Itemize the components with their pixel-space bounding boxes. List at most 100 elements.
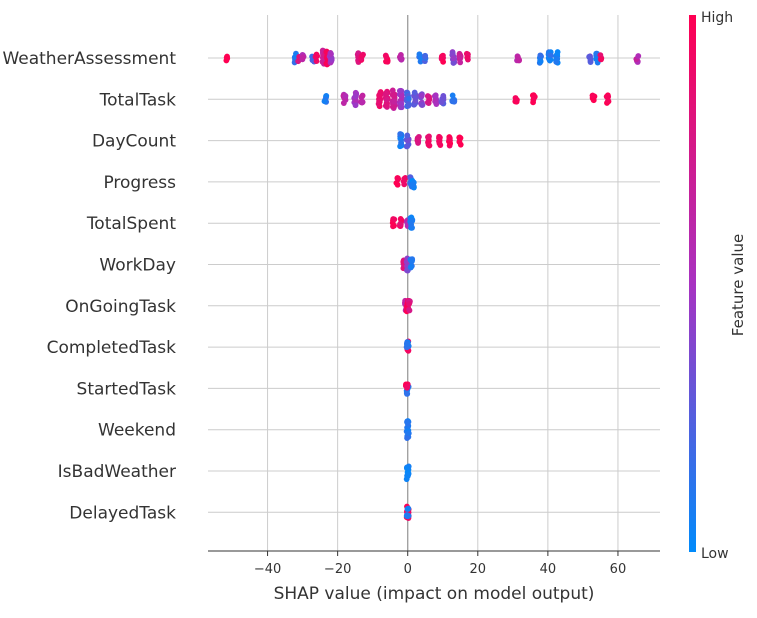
shap-point (406, 307, 413, 314)
shap-point (450, 55, 457, 62)
shap-point (554, 51, 561, 58)
shap-point (313, 58, 320, 65)
shap-point (424, 93, 431, 99)
x-axis-label: SHAP value (impact on model output) (274, 584, 595, 604)
shap-point (359, 52, 366, 59)
shap-point (554, 55, 560, 62)
shap-point (457, 141, 464, 148)
shap-point (440, 58, 447, 65)
shap-point (405, 102, 412, 109)
shap-point (598, 56, 604, 63)
shap-point (400, 178, 407, 185)
shap-point (404, 465, 410, 472)
shap-point (376, 92, 383, 99)
shap-point (404, 341, 410, 348)
shap-point (398, 55, 405, 62)
shap-point (531, 95, 537, 102)
shap-point (397, 131, 404, 137)
feature-labels: WeatherAssessment TotalTask DayCount Progre… (2, 49, 176, 523)
shap-point (408, 258, 415, 265)
shap-point (410, 182, 416, 189)
shap-point (419, 102, 426, 108)
shap-point (352, 102, 359, 109)
feature-label: IsBadWeather (58, 462, 176, 482)
colorbar: High Low Feature value (689, 10, 747, 562)
shap-point (383, 53, 390, 60)
shap-point (415, 137, 421, 143)
shap-point (404, 435, 410, 441)
shap-point (396, 87, 403, 94)
shap-point (421, 53, 428, 60)
shap-point (586, 53, 593, 60)
shap-point (390, 104, 397, 110)
shap-point (418, 92, 425, 99)
x-tick-label: −20 (324, 562, 351, 577)
shap-point (404, 391, 410, 397)
shap-point (547, 57, 553, 64)
shap-point (589, 92, 596, 99)
feature-label: WorkDay (99, 256, 176, 276)
shap-point (404, 419, 410, 426)
x-tick-label: −40 (254, 562, 281, 577)
shap-point (587, 59, 594, 66)
feature-label: WeatherAssessment (2, 49, 176, 69)
x-tick-label: 0 (404, 562, 412, 577)
shap-point (438, 53, 445, 60)
shap-point (456, 134, 463, 141)
shap-point (425, 141, 432, 148)
shap-point (515, 54, 521, 60)
shap-point (391, 91, 398, 98)
shap-point (547, 52, 554, 59)
shap-point (224, 53, 230, 60)
shap-point (440, 93, 447, 99)
feature-label: CompletedTask (47, 338, 177, 358)
feature-label: DelayedTask (69, 503, 176, 523)
shap-point (342, 93, 349, 99)
shap-point (405, 137, 411, 144)
shap-point (406, 301, 412, 307)
shap-point (433, 101, 440, 107)
shap-point (446, 136, 453, 143)
shap-point (359, 93, 366, 99)
colorbar-gradient (689, 15, 696, 552)
shap-point (411, 89, 418, 96)
shap-point (436, 140, 443, 147)
feature-label: Progress (103, 173, 176, 193)
shap-point (404, 383, 411, 390)
shap-point (313, 51, 320, 58)
shap-point (537, 58, 544, 65)
shap-point (391, 98, 398, 105)
shap-point (384, 102, 390, 108)
shap-point (384, 96, 390, 103)
feature-label: TotalSpent (86, 214, 177, 234)
shap-point (383, 58, 389, 65)
shap-point (405, 95, 412, 102)
x-tick-label: 60 (610, 562, 627, 577)
colorbar-high-label: High (701, 10, 733, 26)
shap-point (408, 263, 414, 270)
shap-point (605, 97, 611, 104)
colorbar-low-label: Low (701, 546, 729, 562)
shap-point (464, 54, 471, 61)
shap-point (457, 54, 464, 60)
x-tick-label: 40 (540, 562, 557, 577)
feature-label: Weekend (98, 421, 176, 441)
feature-label: DayCount (92, 132, 176, 152)
feature-label: TotalTask (99, 90, 177, 110)
shap-point (383, 90, 390, 97)
shap-point (438, 99, 445, 106)
shap-point (327, 51, 334, 58)
shap-point (457, 59, 464, 66)
shap-point (359, 99, 365, 106)
shap-point (404, 506, 411, 512)
shap-point (405, 512, 412, 519)
shap-point (408, 221, 415, 228)
shap-point (449, 98, 456, 105)
shap-point (398, 100, 405, 107)
shap-point (514, 97, 520, 103)
shap-point (412, 97, 419, 104)
colorbar-title: Feature value (729, 234, 747, 336)
shap-point (394, 181, 401, 188)
